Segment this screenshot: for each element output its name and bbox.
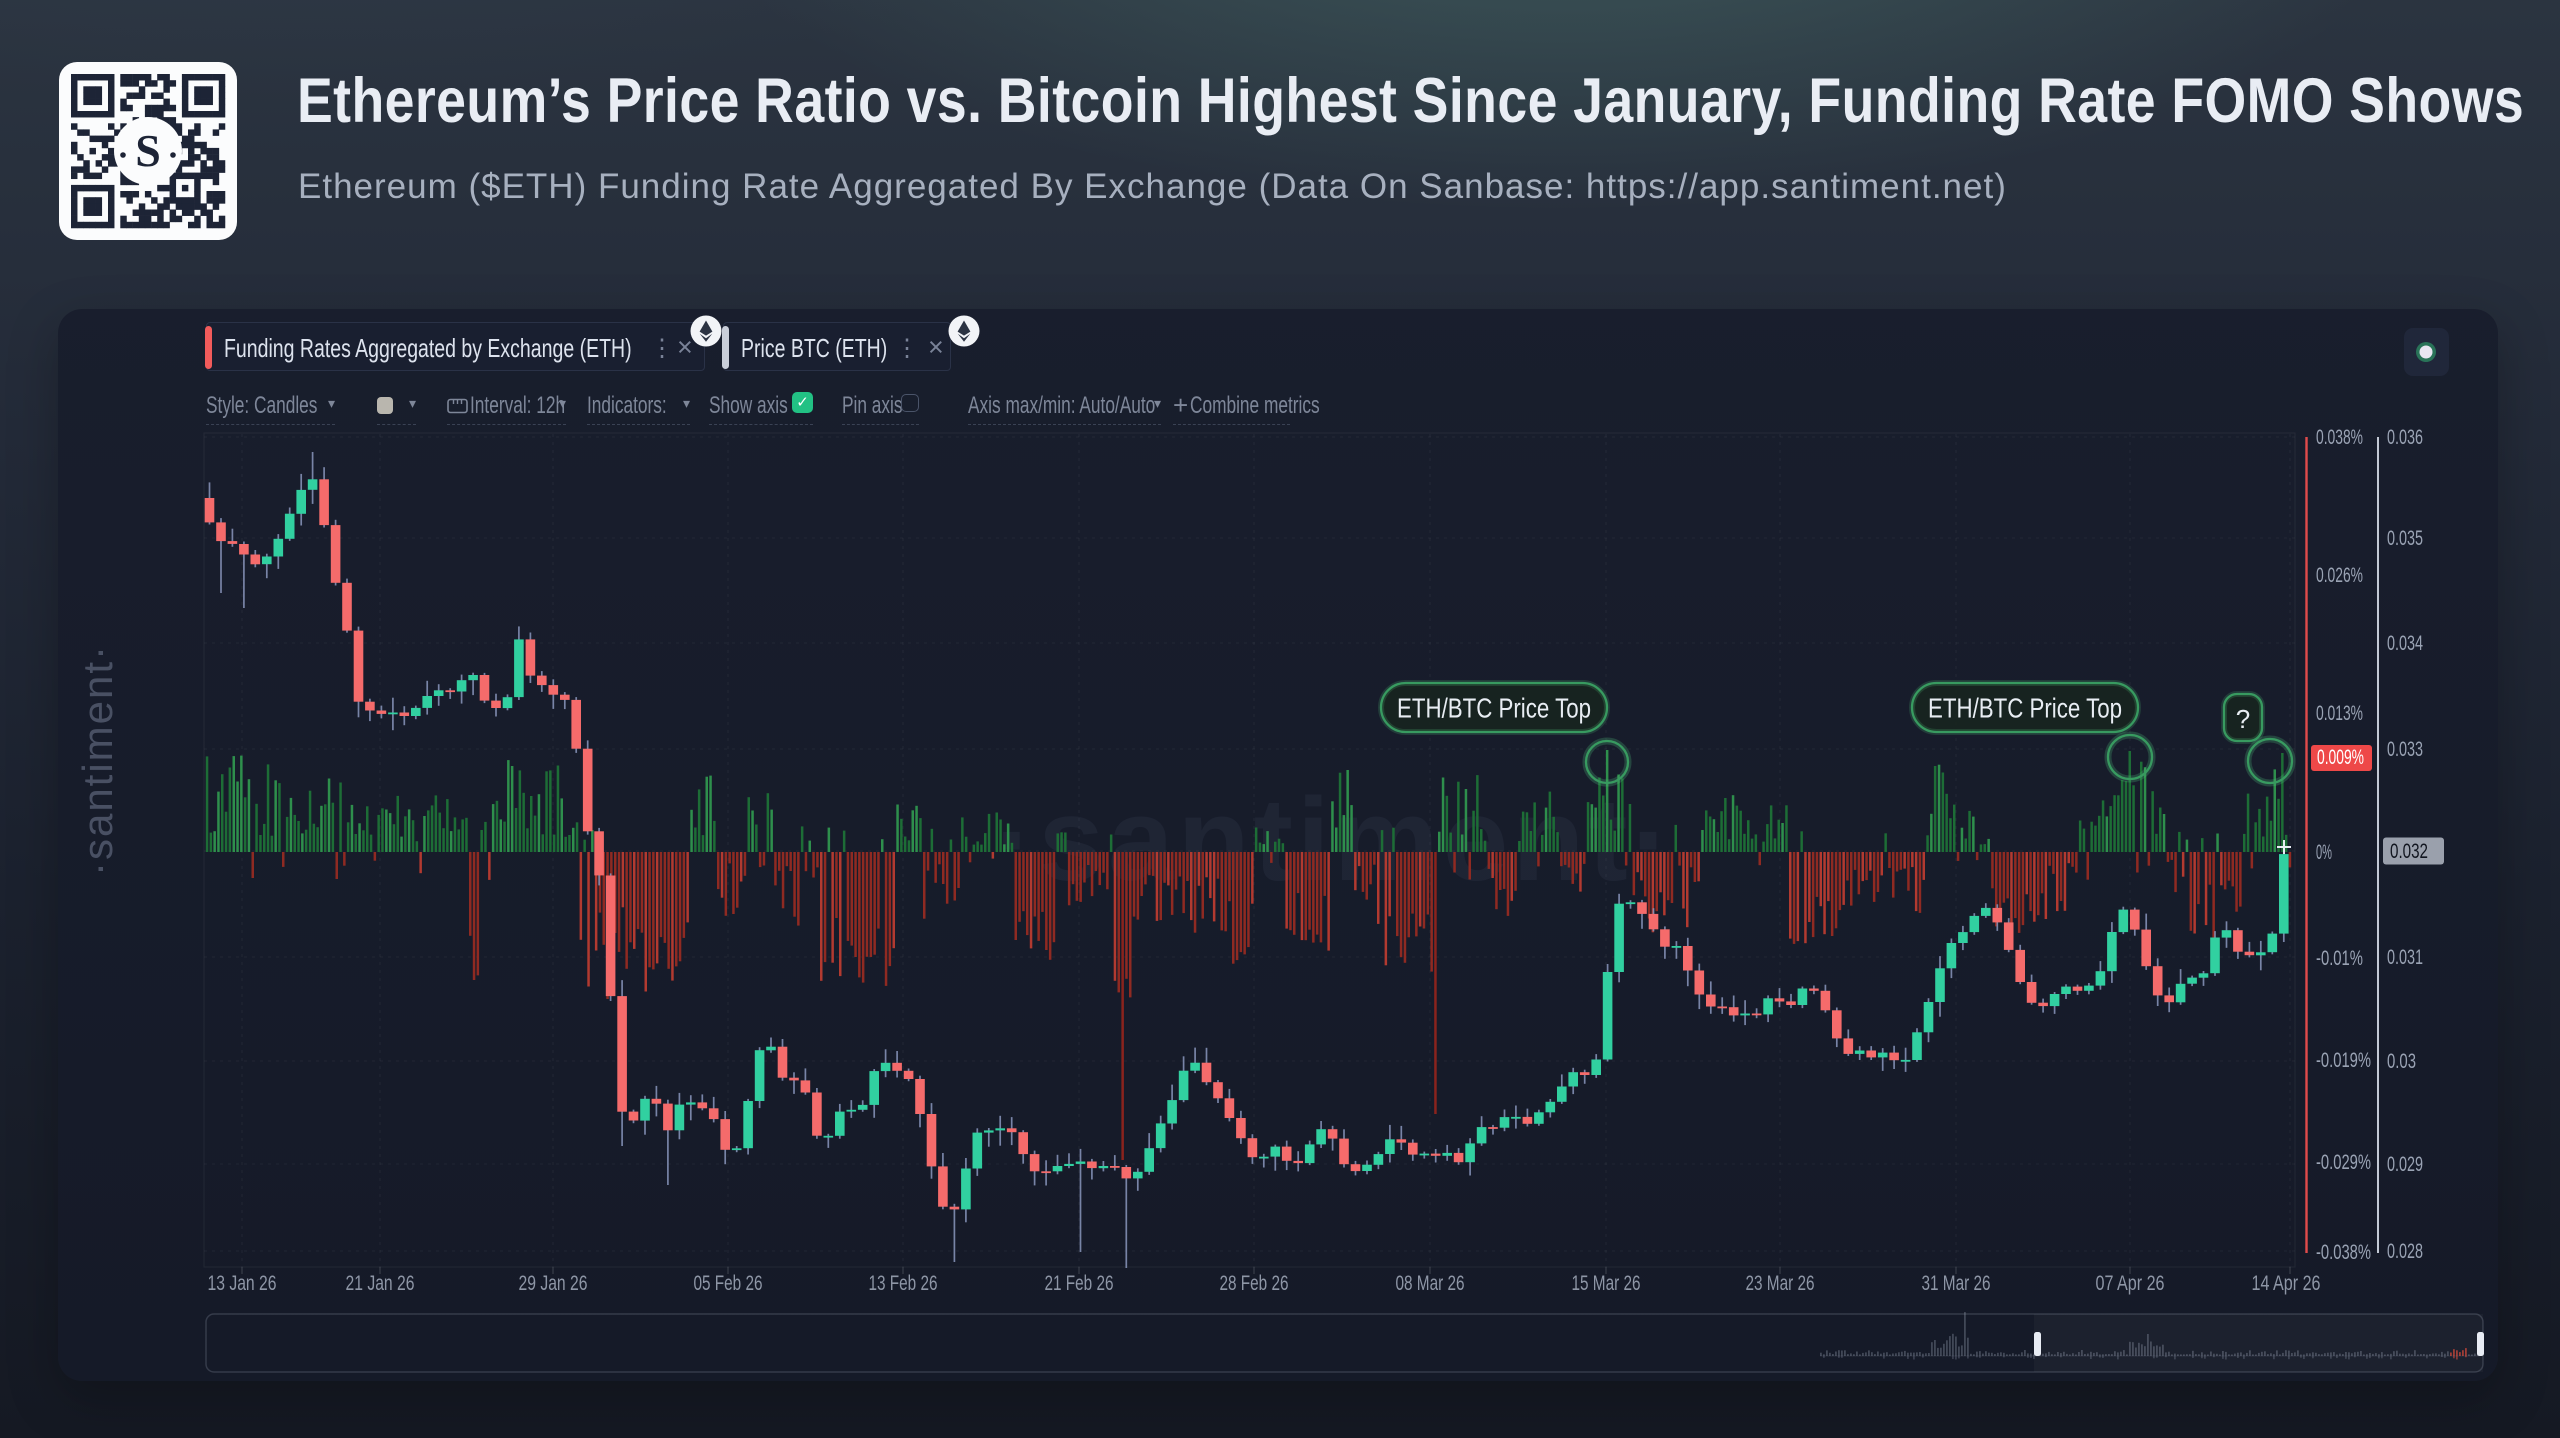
svg-text:14 Apr 26: 14 Apr 26: [2252, 1272, 2321, 1295]
svg-text:0.032: 0.032: [2390, 840, 2428, 863]
svg-text:0.034: 0.034: [2387, 632, 2423, 655]
svg-text:0.038%: 0.038%: [2316, 426, 2363, 449]
svg-text:0.033: 0.033: [2387, 738, 2423, 761]
svg-text:28 Feb 26: 28 Feb 26: [1220, 1272, 1289, 1295]
svg-text:21 Jan 26: 21 Jan 26: [346, 1272, 415, 1295]
svg-text:07 Apr 26: 07 Apr 26: [2096, 1272, 2165, 1295]
svg-text:0.029: 0.029: [2387, 1153, 2423, 1176]
svg-text:21 Feb 26: 21 Feb 26: [1045, 1272, 1114, 1295]
svg-text:05 Feb 26: 05 Feb 26: [694, 1272, 763, 1295]
svg-text:13 Feb 26: 13 Feb 26: [869, 1272, 938, 1295]
svg-text:0.026%: 0.026%: [2316, 564, 2363, 587]
svg-text:-0.029%: -0.029%: [2316, 1151, 2371, 1174]
svg-text:0.013%: 0.013%: [2316, 702, 2363, 725]
svg-text:29 Jan 26: 29 Jan 26: [519, 1272, 588, 1295]
svg-text:0.028: 0.028: [2387, 1240, 2423, 1263]
svg-text:13 Jan 26: 13 Jan 26: [208, 1272, 277, 1295]
svg-text:31 Mar 26: 31 Mar 26: [1922, 1272, 1991, 1295]
svg-text:-0.038%: -0.038%: [2316, 1241, 2371, 1264]
svg-text:-0.019%: -0.019%: [2316, 1049, 2371, 1072]
svg-text:0.03: 0.03: [2387, 1050, 2416, 1073]
svg-text:08 Mar 26: 08 Mar 26: [1396, 1272, 1465, 1295]
svg-text:0.035: 0.035: [2387, 527, 2423, 550]
svg-text:ETH/BTC Price Top: ETH/BTC Price Top: [1928, 693, 2122, 724]
svg-text:0%: 0%: [2316, 841, 2332, 864]
svg-text:·santiment·: ·santiment·: [74, 644, 121, 876]
svg-text:?: ?: [2236, 704, 2250, 734]
svg-text:0.036: 0.036: [2387, 426, 2423, 449]
svg-text:23 Mar 26: 23 Mar 26: [1746, 1272, 1815, 1295]
svg-text:-0.01%: -0.01%: [2316, 947, 2363, 970]
svg-text:ETH/BTC Price Top: ETH/BTC Price Top: [1397, 693, 1591, 724]
svg-text:S: S: [135, 125, 161, 176]
svg-text:0.031: 0.031: [2387, 946, 2423, 969]
svg-text:15 Mar 26: 15 Mar 26: [1572, 1272, 1641, 1295]
svg-text:0.009%: 0.009%: [2317, 746, 2364, 769]
